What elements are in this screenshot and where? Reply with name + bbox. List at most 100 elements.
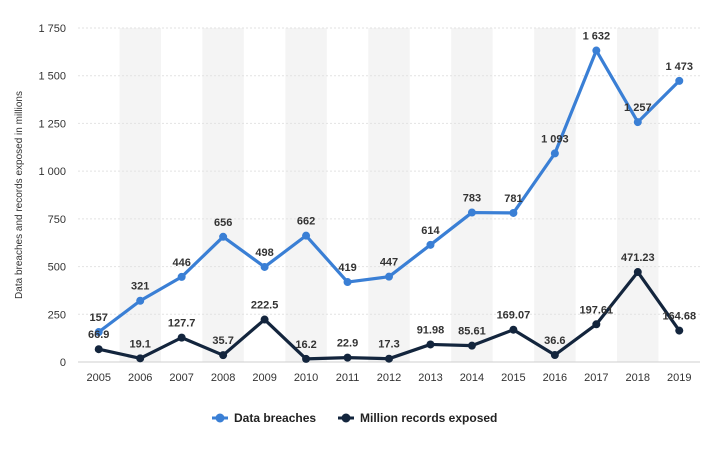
x-tick-label: 2008 <box>211 372 235 384</box>
data-point-0-7 <box>385 272 393 281</box>
x-tick-label: 2010 <box>294 372 318 384</box>
legend-item-0[interactable]: Data breaches <box>212 411 316 425</box>
data-label-0-9: 783 <box>463 193 481 205</box>
band-2008 <box>202 28 244 362</box>
data-point-1-2 <box>177 333 186 342</box>
data-label-1-7: 17.3 <box>378 339 399 351</box>
legend[interactable]: Data breaches Million records exposed <box>212 411 497 425</box>
y-axis: 0 250 500 750 1 000 1 250 1 500 1 750 Data breac… <box>14 23 66 369</box>
data-label-0-8: 614 <box>421 225 440 237</box>
x-tick-label: 2005 <box>86 372 110 384</box>
data-point-1-3 <box>219 351 228 360</box>
x-tick-label: 2018 <box>626 372 650 384</box>
data-label-1-14: 164.68 <box>662 311 696 323</box>
x-tick-label: 2011 <box>336 372 360 384</box>
data-point-1-12 <box>592 320 601 329</box>
data-point-1-10 <box>509 325 518 334</box>
band-2010 <box>285 28 327 362</box>
data-point-0-5 <box>302 231 311 240</box>
y-tick-label: 1 750 <box>38 23 66 35</box>
y-axis-title: Data breaches and records exposed in mil… <box>14 91 25 299</box>
data-point-0-12 <box>592 46 601 55</box>
data-label-0-1: 321 <box>131 281 149 293</box>
y-tick-label: 1 500 <box>38 71 66 83</box>
data-point-1-7 <box>385 354 393 363</box>
data-point-1-13 <box>633 268 642 277</box>
data-label-1-6: 22.9 <box>337 338 358 350</box>
data-point-0-0 <box>94 328 103 337</box>
data-label-1-8: 91.98 <box>417 324 445 336</box>
x-tick-label: 2015 <box>501 372 525 384</box>
data-point-0-6 <box>343 278 352 287</box>
x-tick-label: 2017 <box>584 372 608 384</box>
y-tick-label: 500 <box>48 262 66 274</box>
x-tick-label: 2009 <box>252 372 276 384</box>
x-axis: 2005 2006 2007 2008 2009 2010 2011 2012 2013 2014… <box>86 372 691 384</box>
data-label-0-2: 446 <box>172 257 190 269</box>
x-tick-label: 2016 <box>543 372 567 384</box>
legend-marker-1 <box>341 413 351 423</box>
band-2018 <box>617 28 659 362</box>
data-label-0-7: 447 <box>380 257 398 269</box>
data-point-0-14 <box>675 76 684 85</box>
y-tick-label: 1 000 <box>38 166 66 178</box>
data-label-0-14: 1 473 <box>666 61 694 73</box>
data-label-1-4: 222.5 <box>251 300 279 312</box>
data-point-1-4 <box>260 315 269 324</box>
data-label-1-11: 36.6 <box>544 335 565 347</box>
series-lines <box>94 46 684 363</box>
data-label-1-3: 35.7 <box>212 335 233 347</box>
data-point-0-13 <box>633 118 642 127</box>
series-0 <box>94 46 684 337</box>
legend-item-1[interactable]: Million records exposed <box>338 411 497 425</box>
data-label-0-6: 419 <box>338 262 356 274</box>
data-point-1-11 <box>550 351 559 360</box>
data-label-0-10: 781 <box>504 193 522 205</box>
x-tick-label: 2019 <box>667 372 691 384</box>
data-label-1-9: 85.61 <box>458 326 486 338</box>
data-label-0-4: 498 <box>255 247 273 259</box>
data-label-0-0: 157 <box>90 312 108 324</box>
x-tick-label: 2012 <box>377 372 401 384</box>
data-point-1-1 <box>136 354 145 363</box>
y-tick-label: 0 <box>60 357 66 369</box>
legend-marker-0 <box>215 413 225 423</box>
band-2006 <box>119 28 161 362</box>
y-tick-label: 250 <box>48 309 66 321</box>
data-label-0-13: 1 257 <box>624 102 652 114</box>
x-tick-label: 2006 <box>128 372 152 384</box>
data-point-1-5 <box>302 354 311 363</box>
y-tick-label: 750 <box>48 214 66 226</box>
data-label-1-10: 169.07 <box>497 310 531 322</box>
data-point-0-4 <box>260 262 269 271</box>
data-point-0-9 <box>467 208 476 217</box>
data-point-0-3 <box>219 232 228 241</box>
data-label-0-5: 662 <box>297 216 315 228</box>
data-point-1-0 <box>94 345 103 354</box>
data-labels: 157 321 446 656 498 662 419 447 614 783 781 1 093 1 … <box>88 31 696 351</box>
data-point-0-2 <box>177 272 186 281</box>
data-point-0-8 <box>426 240 435 249</box>
band-2014 <box>451 28 493 362</box>
data-label-1-5: 16.2 <box>295 339 316 351</box>
data-label-1-1: 19.1 <box>129 338 150 350</box>
data-label-1-13: 471.23 <box>621 252 655 264</box>
x-tick-label: 2013 <box>418 372 442 384</box>
data-label-1-12: 197.61 <box>580 304 614 316</box>
alternating-bands <box>119 28 659 362</box>
data-label-0-12: 1 632 <box>583 31 611 43</box>
data-label-0-3: 656 <box>214 217 232 229</box>
data-point-1-8 <box>426 340 435 349</box>
series-1 <box>94 268 684 363</box>
band-2016 <box>534 28 576 362</box>
legend-label-0: Data breaches <box>234 411 316 425</box>
data-point-0-11 <box>550 149 559 158</box>
x-tick-label: 2007 <box>169 372 193 384</box>
y-tick-label: 1 250 <box>38 118 66 130</box>
legend-label-1: Million records exposed <box>360 411 497 425</box>
data-label-1-2: 127.7 <box>168 318 196 330</box>
data-label-1-0: 66.9 <box>88 329 109 341</box>
data-point-0-10 <box>509 208 518 217</box>
